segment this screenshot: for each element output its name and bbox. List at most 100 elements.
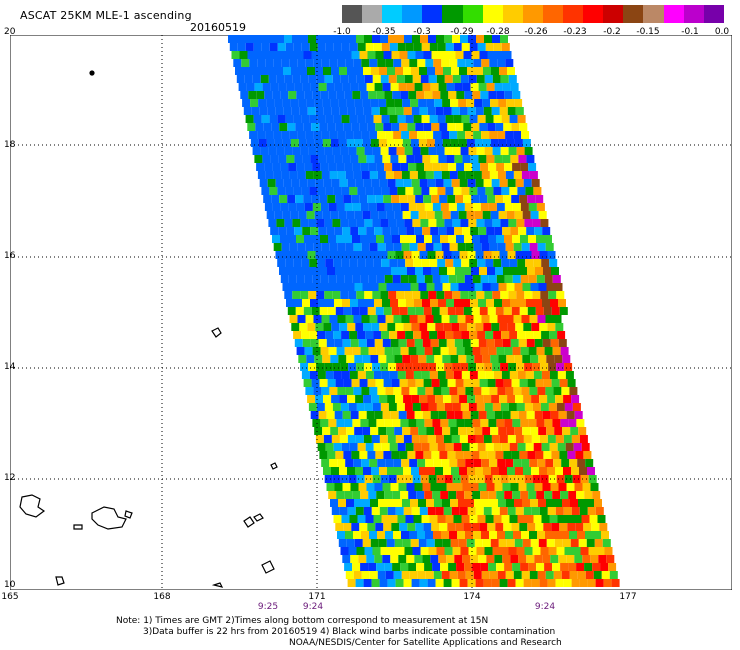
wind-cell bbox=[351, 307, 360, 315]
wind-cell bbox=[404, 363, 413, 371]
wind-cell bbox=[374, 155, 383, 163]
wind-cell bbox=[475, 435, 484, 443]
wind-cell bbox=[319, 307, 328, 315]
wind-cell bbox=[469, 43, 478, 51]
wind-cell bbox=[551, 523, 560, 531]
wind-cell bbox=[506, 211, 515, 219]
wind-cell bbox=[277, 187, 286, 195]
wind-cell bbox=[351, 523, 360, 531]
wind-cell bbox=[352, 203, 361, 211]
wind-cell bbox=[479, 267, 487, 275]
wind-cell bbox=[416, 419, 425, 427]
wind-cell bbox=[518, 483, 527, 491]
wind-cell bbox=[307, 179, 316, 187]
wind-cell bbox=[556, 475, 565, 483]
wind-cell bbox=[477, 115, 486, 123]
wind-cell bbox=[400, 235, 408, 243]
wind-cell bbox=[532, 291, 541, 299]
wind-cell bbox=[496, 163, 505, 171]
wind-cell bbox=[387, 67, 395, 75]
wind-cell bbox=[453, 259, 462, 267]
wind-cell bbox=[536, 347, 545, 355]
wind-cell bbox=[333, 515, 342, 523]
wind-cell bbox=[379, 179, 388, 187]
wind-cell bbox=[365, 371, 374, 379]
note-line-2: 3)Data buffer is 22 hrs from 20160519 4)… bbox=[143, 627, 556, 637]
wind-cell bbox=[493, 43, 502, 51]
wind-cell bbox=[357, 43, 366, 51]
wind-cell bbox=[561, 571, 570, 579]
wind-cell bbox=[582, 483, 591, 491]
wind-cell bbox=[499, 395, 508, 403]
wind-cell bbox=[466, 427, 475, 435]
wind-cell bbox=[305, 315, 314, 323]
wind-cell bbox=[576, 563, 585, 571]
wind-cell bbox=[268, 219, 277, 227]
wind-cell bbox=[441, 459, 450, 467]
wind-cell bbox=[297, 59, 306, 67]
wind-cell bbox=[516, 403, 525, 411]
wind-cell bbox=[296, 275, 305, 283]
wind-cell bbox=[388, 75, 397, 83]
wind-cell bbox=[321, 131, 330, 139]
wind-cell bbox=[433, 243, 442, 251]
wind-cell bbox=[305, 59, 314, 67]
wind-cell bbox=[335, 451, 344, 459]
wind-cell bbox=[566, 411, 575, 419]
wind-cell bbox=[458, 211, 467, 219]
wind-cell bbox=[509, 259, 518, 267]
wind-cell bbox=[484, 219, 493, 227]
wind-cell bbox=[435, 395, 444, 403]
wind-cell bbox=[323, 435, 332, 443]
wind-cell bbox=[320, 235, 328, 243]
wind-cell bbox=[421, 443, 430, 451]
note-line-3: NOAA/NESDIS/Center for Satellite Applica… bbox=[289, 638, 562, 648]
wind-cell bbox=[393, 131, 402, 139]
wind-cell bbox=[291, 67, 299, 75]
wind-cell bbox=[233, 59, 242, 67]
wind-cell bbox=[437, 443, 446, 451]
wind-cell bbox=[361, 531, 369, 539]
product-date: 20160519 bbox=[190, 21, 246, 34]
wind-cell bbox=[522, 539, 531, 547]
wind-cell bbox=[363, 251, 372, 259]
wind-cell bbox=[396, 291, 405, 299]
lat-label-20: 20 bbox=[4, 27, 16, 37]
wind-cell bbox=[476, 403, 485, 411]
wind-cell bbox=[499, 323, 508, 331]
wind-cell bbox=[508, 147, 517, 155]
wind-cell bbox=[451, 467, 459, 475]
wind-cell bbox=[388, 147, 397, 155]
wind-cell bbox=[411, 107, 420, 115]
wind-cell bbox=[240, 91, 249, 99]
wind-cell bbox=[443, 107, 452, 115]
wind-cell bbox=[521, 459, 530, 467]
wind-cell bbox=[490, 539, 499, 547]
wind-cell bbox=[481, 59, 490, 67]
wind-cell bbox=[478, 483, 487, 491]
wind-cell bbox=[320, 203, 329, 211]
wind-cell bbox=[429, 443, 438, 451]
wind-cell bbox=[405, 331, 414, 339]
wind-cell bbox=[331, 251, 340, 259]
wind-cell bbox=[343, 195, 352, 203]
wind-cell bbox=[534, 227, 543, 235]
wind-cell bbox=[427, 251, 436, 259]
wind-cell bbox=[466, 99, 475, 107]
wind-cell bbox=[398, 339, 407, 347]
wind-cell bbox=[353, 459, 362, 467]
wind-cell bbox=[559, 379, 568, 387]
wind-cell bbox=[310, 227, 319, 235]
wind-cell bbox=[406, 555, 415, 563]
wind-cell bbox=[472, 275, 481, 283]
wind-cell bbox=[520, 275, 529, 283]
wind-cell bbox=[275, 67, 283, 75]
wind-cell bbox=[424, 203, 433, 211]
wind-cell bbox=[399, 51, 408, 59]
wind-cell bbox=[354, 283, 363, 291]
wind-cell bbox=[539, 251, 548, 259]
wind-cell bbox=[501, 187, 510, 195]
wind-cell bbox=[517, 187, 526, 195]
wind-cell bbox=[303, 379, 312, 387]
wind-cell bbox=[484, 363, 493, 371]
